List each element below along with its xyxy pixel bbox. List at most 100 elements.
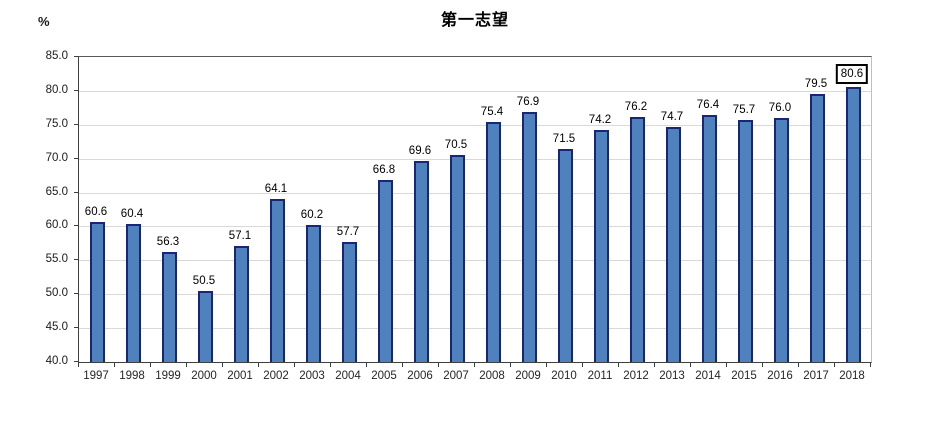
- x-tick-label: 2003: [299, 370, 325, 382]
- gridline: [79, 192, 871, 194]
- bar: [161, 251, 177, 362]
- y-tick-label: 65.0: [45, 185, 68, 198]
- y-axis-tick-mark: [74, 259, 78, 261]
- y-axis-tick-mark: [74, 225, 78, 227]
- x-axis-tick-mark: [186, 363, 187, 367]
- x-tick-label: 2001: [227, 370, 253, 382]
- bar: [737, 120, 753, 362]
- bar: [197, 290, 213, 362]
- x-tick-label: 2007: [443, 370, 469, 382]
- y-axis-tick-mark: [74, 293, 78, 295]
- y-axis-tick-mark: [74, 361, 78, 362]
- x-tick-label: 1999: [155, 370, 181, 382]
- bar: [233, 246, 249, 362]
- x-axis-tick-mark: [546, 363, 547, 367]
- bar: [665, 126, 681, 362]
- x-tick-label: 2005: [371, 370, 397, 382]
- y-axis-tick-mark: [74, 327, 78, 329]
- bar: [269, 198, 285, 362]
- x-axis-tick-mark: [438, 363, 439, 367]
- bar: [485, 122, 501, 362]
- x-axis-tick-mark: [402, 363, 403, 367]
- x-axis-tick-mark: [654, 363, 655, 367]
- bar: [521, 111, 537, 362]
- x-axis-tick-mark: [762, 363, 763, 367]
- bar: [341, 242, 357, 362]
- x-tick-label: 2014: [695, 370, 721, 382]
- bar: [89, 222, 105, 362]
- y-tick-label: 55.0: [45, 253, 68, 266]
- x-axis-tick-mark: [330, 363, 331, 367]
- bar: [629, 116, 645, 362]
- y-tick-label: 50.0: [45, 287, 68, 300]
- x-axis-tick-mark: [690, 363, 691, 367]
- bar: [305, 225, 321, 362]
- x-tick-label: 2016: [767, 370, 793, 382]
- y-tick-label: 40.0: [45, 355, 68, 367]
- x-tick-label: 2018: [839, 370, 865, 382]
- bar: [449, 155, 465, 362]
- y-tick-label: 75.0: [45, 117, 68, 130]
- x-tick-label: 2006: [407, 370, 433, 382]
- x-axis-tick-mark: [258, 363, 259, 367]
- x-tick-label: 2009: [515, 370, 541, 382]
- x-axis-tick-mark: [474, 363, 475, 367]
- x-axis-tick-mark: [294, 363, 295, 367]
- y-axis-tick-mark: [74, 56, 78, 57]
- x-tick-label: 2015: [731, 370, 757, 382]
- bar: [557, 148, 573, 362]
- bar: [593, 130, 609, 362]
- bar: [701, 115, 717, 362]
- x-tick-label: 2012: [623, 370, 649, 382]
- x-tick-label: 2002: [263, 370, 289, 382]
- y-axis-tick-mark: [74, 191, 78, 193]
- x-tick-label: 2013: [659, 370, 685, 382]
- x-tick-label: 2011: [587, 370, 613, 382]
- x-axis-tick-mark: [366, 363, 367, 367]
- x-axis-tick-mark: [618, 363, 619, 367]
- x-axis-tick-mark: [222, 363, 223, 367]
- bar: [845, 86, 861, 362]
- x-axis-tick-marks: [78, 363, 872, 367]
- y-axis-tick-mark: [74, 89, 78, 91]
- bar: [377, 180, 393, 362]
- gridline: [79, 90, 871, 92]
- x-axis: 1997 1998 1999 2000 2001 2002 2003 2004 2005 2006…: [78, 369, 872, 385]
- x-axis-tick-mark: [582, 363, 583, 367]
- x-axis-tick-mark: [870, 363, 871, 367]
- y-tick-label: 70.0: [45, 151, 68, 164]
- y-tick-label: 45.0: [45, 321, 68, 334]
- y-axis-tick-mark: [74, 123, 78, 125]
- x-tick-label: 2017: [803, 370, 829, 382]
- x-axis-tick-mark: [726, 363, 727, 367]
- x-tick-label: 2008: [479, 370, 505, 382]
- gridline: [79, 294, 871, 296]
- bar: [809, 94, 825, 362]
- bar: [125, 223, 141, 362]
- gridline: [79, 158, 871, 160]
- gridline: [79, 124, 871, 126]
- x-axis-tick-mark: [78, 363, 79, 367]
- plot-area: [78, 56, 872, 363]
- gridline: [79, 226, 871, 228]
- x-axis-tick-mark: [114, 363, 115, 367]
- gridline: [79, 328, 871, 330]
- x-axis-tick-mark: [150, 363, 151, 367]
- y-axis-tick-mark: [74, 157, 78, 159]
- gridline: [79, 260, 871, 262]
- y-tick-label: 60.0: [45, 219, 68, 232]
- x-tick-label: 1998: [119, 370, 145, 382]
- x-axis-tick-mark: [798, 363, 799, 367]
- y-axis-unit-label: %: [38, 14, 50, 29]
- x-tick-label: 2004: [335, 370, 361, 382]
- bar: [413, 161, 429, 362]
- chart-title: 第一志望: [440, 12, 509, 29]
- x-axis-tick-mark: [834, 363, 835, 367]
- y-tick-label: 80.0: [45, 83, 68, 96]
- x-tick-label: 1997: [83, 370, 109, 382]
- bar: [773, 118, 789, 362]
- x-axis-tick-mark: [510, 363, 511, 367]
- y-axis: 40.0 45.0 50.0 55.0 60.0 65.0 70.0 75.0 80.0 85.0: [0, 50, 78, 367]
- y-tick-label: 85.0: [45, 50, 68, 62]
